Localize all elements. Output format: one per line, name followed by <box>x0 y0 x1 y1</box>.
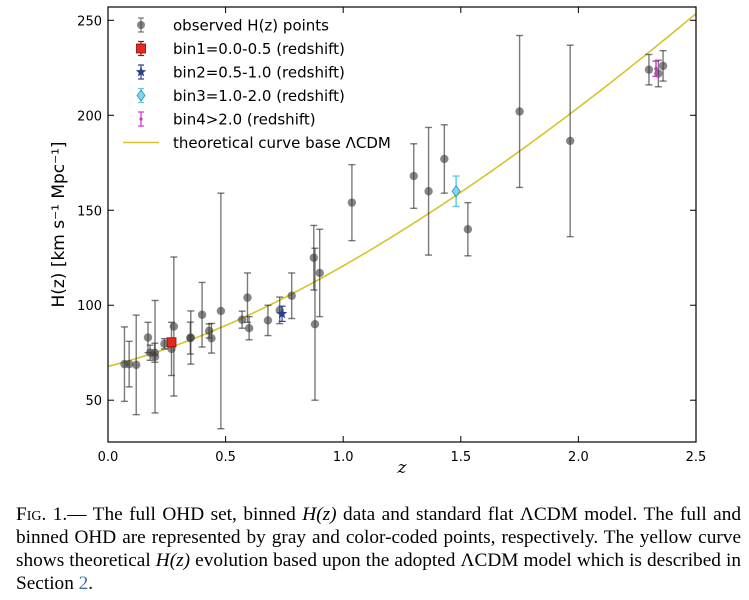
theory-curve-layer <box>107 13 697 368</box>
y-axis-label: H(z) [km s⁻¹ Mpc⁻¹] <box>49 141 69 307</box>
observed-point <box>309 253 318 262</box>
caption-fig-label: Fig. 1. <box>16 504 68 525</box>
observed-point <box>186 333 195 342</box>
observed-point <box>463 225 473 234</box>
legend-swatch-bin3 <box>136 89 146 102</box>
observed-point <box>124 359 134 369</box>
legend-swatch-bin4 <box>139 117 143 121</box>
y-tick-label: 200 <box>77 109 102 124</box>
caption-text-3: evolution based upon the adopted ΛCDM mo… <box>16 550 741 594</box>
plot-frame <box>107 6 697 443</box>
legend-label: observed H(z) points <box>173 17 329 35</box>
x-tick-label: 0.0 <box>98 450 119 465</box>
observed-point <box>658 61 668 71</box>
bin1-point <box>166 337 177 348</box>
observed-point <box>143 333 153 342</box>
x-tick-label: 1.0 <box>333 450 354 465</box>
legend-label: bin4>2.0 (redshift) <box>173 111 316 129</box>
observed-point <box>287 291 296 300</box>
y-tick-label: 50 <box>85 394 102 409</box>
data-points-layer <box>120 34 668 430</box>
legend-label: bin3=1.0-2.0 (redshift) <box>173 87 345 105</box>
observed-point <box>169 322 179 331</box>
axis-labels-layer: 0.0 0.5 1.0 1.5 2.0 2.5 50 100 150 200 250 z H(z) [k… <box>49 14 706 478</box>
legend-label: bin1=0.0-0.5 (redshift) <box>173 40 345 58</box>
caption-text-2: data and standard flat ΛCDM model. The f… <box>16 504 741 571</box>
x-tick-label: 2.5 <box>686 450 707 465</box>
observed-point <box>644 65 654 74</box>
x-tick-label: 0.5 <box>215 450 236 465</box>
plot-frame-layer <box>107 6 697 443</box>
caption-hz-2: H(z) <box>155 550 191 571</box>
x-tick-label: 2.0 <box>568 450 589 465</box>
observed-point <box>132 360 141 370</box>
legend: observed H(z) points bin1=0.0-0.5 (redshi… <box>123 17 391 152</box>
theory-curve-line <box>107 13 697 368</box>
x-axis-label: z <box>397 458 408 478</box>
legend-swatch-observed <box>137 21 145 29</box>
caption-hz-1: H(z) <box>302 504 337 525</box>
observed-point <box>150 352 160 361</box>
caption-end: . <box>88 573 94 594</box>
y-tick-label: 250 <box>77 14 102 29</box>
legend-label: theoretical curve base ΛCDM <box>173 134 391 152</box>
observed-point <box>409 171 418 181</box>
x-tick-label: 1.5 <box>450 450 471 465</box>
caption-text-1: The full OHD set, binned <box>86 504 303 525</box>
observed-point <box>244 324 254 333</box>
bin4-point <box>654 66 658 71</box>
observed-point <box>310 320 320 329</box>
y-tick-label: 100 <box>77 299 102 314</box>
observed-point <box>216 306 226 316</box>
observed-point <box>347 198 357 207</box>
observed-point <box>263 316 273 325</box>
legend-swatch-bin2 <box>135 66 147 77</box>
observed-point <box>207 334 216 343</box>
bin2-point <box>276 308 288 319</box>
observed-point <box>160 339 169 348</box>
observed-point <box>565 136 575 146</box>
observed-point <box>197 310 207 319</box>
caption-dash: — <box>67 504 87 525</box>
observed-point <box>315 268 324 278</box>
hz-chart: observed H(z) points bin1=0.0-0.5 (redshi… <box>49 6 706 478</box>
figure-caption: Fig. 1.— The full OHD set, binned H(z) d… <box>16 503 741 595</box>
legend-swatch-bin1 <box>136 43 146 54</box>
y-tick-label: 150 <box>77 204 102 219</box>
caption-section-link[interactable]: 2 <box>78 573 89 594</box>
bin3-point <box>451 185 461 198</box>
observed-point <box>424 187 433 196</box>
legend-label: bin2=0.5-1.0 (redshift) <box>173 64 345 82</box>
observed-point <box>515 107 524 116</box>
observed-point <box>440 154 449 164</box>
observed-point <box>243 293 252 302</box>
